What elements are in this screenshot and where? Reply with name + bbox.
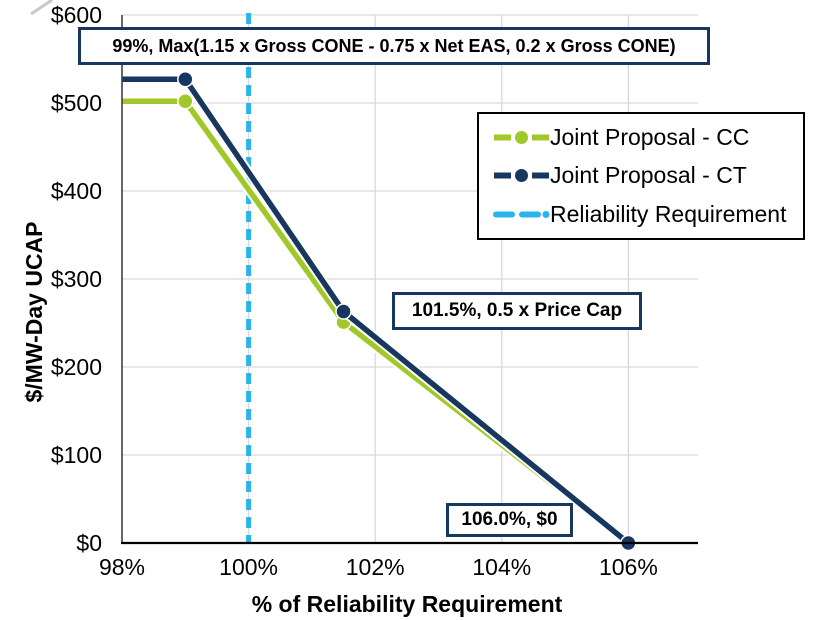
gridlines (122, 14, 698, 543)
annotation-106pct-zero: 106.0%, $0 (446, 503, 573, 537)
svg-text:102%: 102% (346, 554, 405, 580)
annotation-101-5pct-text: 101.5%, 0.5 x Price Cap (411, 300, 623, 321)
axes (121, 15, 698, 545)
svg-text:$500: $500 (51, 90, 102, 116)
svg-text:100%: 100% (219, 554, 278, 580)
reliability-line-sample-icon (493, 211, 550, 219)
data-series (122, 70, 637, 552)
svg-text:98%: 98% (99, 554, 145, 580)
cc-line-sample-icon (494, 130, 549, 144)
legend-item-reliability-requirement: Reliability Requirement (493, 203, 803, 226)
svg-text:$400: $400 (51, 178, 102, 204)
legend-item-joint-proposal-cc: Joint Proposal - CC (493, 123, 803, 150)
legend-label-reliability: Reliability Requirement (550, 201, 787, 228)
x-axis-title: % of Reliability Requirement (252, 591, 563, 617)
annotation-99pct-text: 99%, Max(1.15 x Gross CONE - 0.75 x Net … (112, 35, 676, 56)
legend-label-ct: Joint Proposal - CT (550, 162, 747, 189)
svg-text:$100: $100 (51, 442, 102, 468)
tick-labels: 98% 100% 102% 104% 106% $0 $100 $200 $300 $400 $50… (51, 2, 658, 580)
annotation-99pct-price-cap: 99%, Max(1.15 x Gross CONE - 0.75 x Net … (78, 27, 710, 65)
svg-text:$200: $200 (51, 354, 102, 380)
svg-text:106%: 106% (599, 554, 658, 580)
svg-text:$0: $0 (76, 530, 102, 556)
svg-text:$300: $300 (51, 266, 102, 292)
annotation-106pct-text: 106.0%, $0 (461, 509, 558, 530)
ct-line-sample-icon (494, 169, 549, 183)
y-axis-title: $/MW-Day UCAP (21, 221, 47, 402)
legend: Joint Proposal - CC Joint Proposal - CT … (477, 112, 805, 240)
legend-item-joint-proposal-ct: Joint Proposal - CT (493, 164, 803, 187)
annotation-101-5pct-half-price-cap: 101.5%, 0.5 x Price Cap (392, 292, 642, 330)
svg-text:104%: 104% (472, 554, 531, 580)
svg-text:$600: $600 (51, 2, 102, 28)
clipped-shape-artifact (30, 0, 53, 16)
legend-label-cc: Joint Proposal - CC (550, 123, 750, 150)
